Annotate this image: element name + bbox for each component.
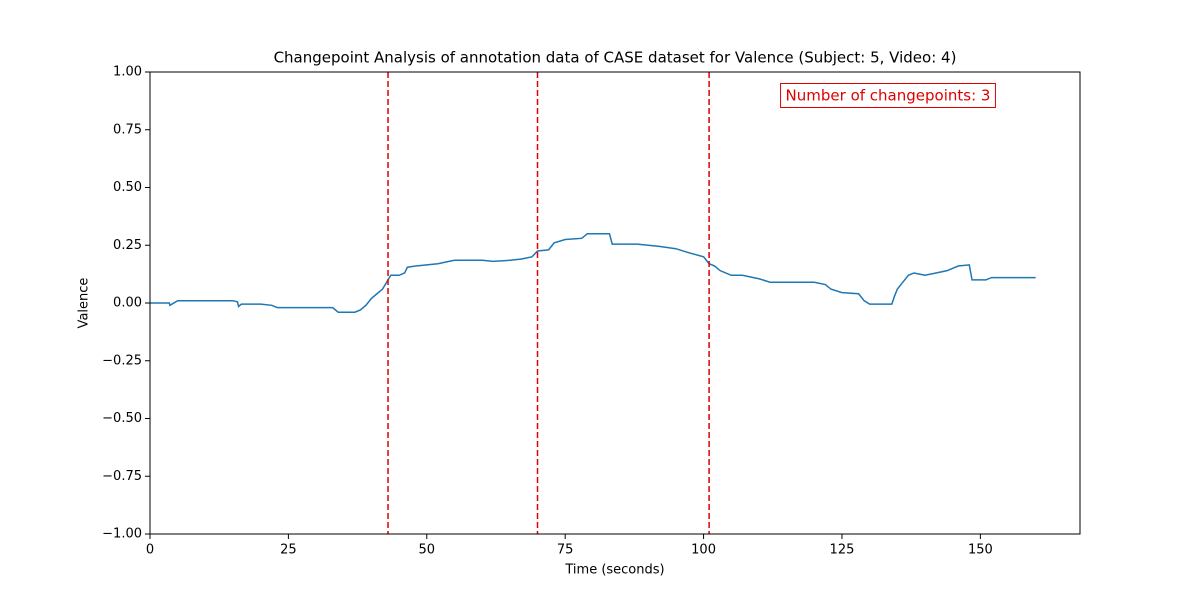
- annotation-box: [780, 83, 996, 108]
- y-tick-label: −1.00: [102, 527, 142, 542]
- x-tick-label: 125: [830, 543, 855, 558]
- x-tick-label: 150: [968, 543, 993, 558]
- y-tick-label: 0.75: [113, 122, 142, 137]
- chart-title: Changepoint Analysis of annotation data …: [274, 49, 957, 67]
- y-axis-label: Valence: [77, 278, 92, 329]
- y-tick-label: 0.25: [113, 238, 142, 253]
- y-tick-label: 1.00: [113, 65, 142, 80]
- y-tick-label: 0.00: [113, 296, 142, 311]
- y-tick-label: 0.50: [113, 180, 142, 195]
- x-axis-label: Time (seconds): [564, 563, 664, 578]
- y-tick-label: −0.75: [102, 469, 142, 484]
- y-tick-label: −0.50: [102, 411, 142, 426]
- plot-area: [150, 72, 1080, 534]
- x-tick-label: 50: [419, 543, 436, 558]
- plot-frame: [149, 71, 1081, 535]
- y-tick-label: −0.25: [102, 353, 142, 368]
- x-tick-label: 0: [146, 543, 154, 558]
- x-tick-label: 75: [557, 543, 574, 558]
- annotation: Number of changepoints: 3: [786, 87, 991, 105]
- data-line: [150, 232, 1036, 313]
- x-tick-label: 25: [280, 543, 297, 558]
- x-tick-label: 100: [691, 543, 716, 558]
